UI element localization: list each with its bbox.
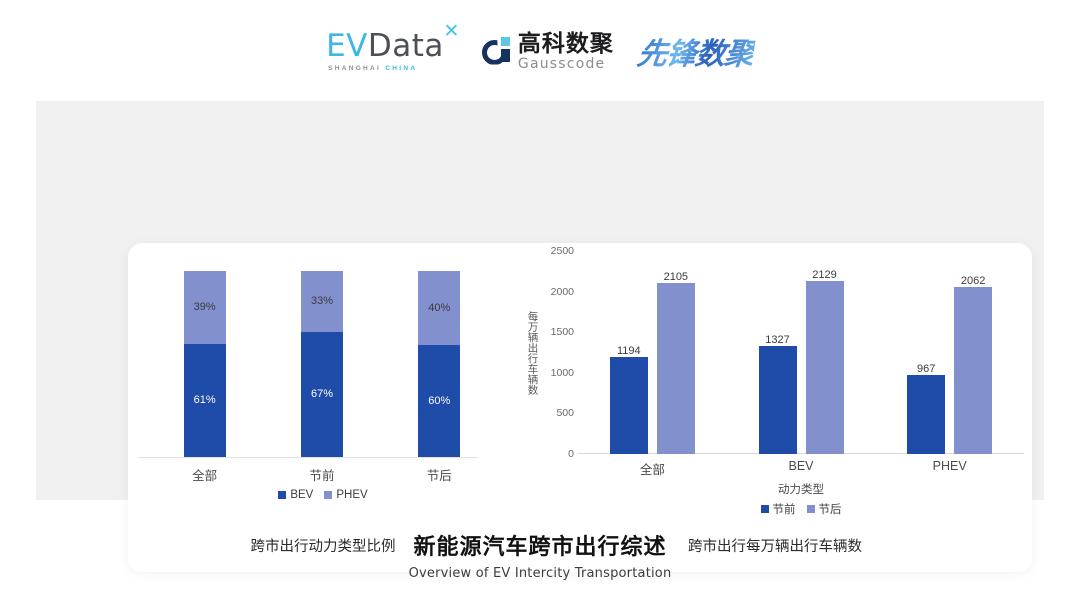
bar-group-phev: 967 2062 (875, 251, 1024, 454)
x-label-pre-holiday: 节前 (309, 469, 335, 483)
bar-group-bev: 1327 2129 (727, 251, 876, 454)
bar-post-phev (954, 286, 993, 454)
right-chart-bar-groups: 1194 2105 1327 (578, 251, 1024, 454)
bar-segment-bev: 61% (183, 343, 226, 457)
gausscode-text: 高科数聚 Gausscode (517, 29, 614, 72)
legend-label-bev: BEV (290, 489, 314, 501)
bar-wrap-post-all: 2105 (656, 251, 695, 454)
legend-item-phev: PHEV (324, 489, 368, 501)
chart-trips-per-10k: 每万辆出行车辆数 2500 2000 1500 1000 500 0 1194 (518, 243, 1032, 572)
bar-value-post-bev: 2129 (812, 269, 837, 282)
bar-wrap-post-phev: 2062 (954, 251, 993, 454)
stacked-bar-post-holiday: 40% 60% (418, 271, 461, 457)
stacked-bar-all: 39% 61% (183, 271, 226, 457)
bar-segment-phev: 33% (300, 271, 343, 333)
y-tick-2500: 2500 (550, 245, 574, 257)
legend-swatch-bev (278, 491, 287, 499)
y-tick-0: 0 (568, 448, 574, 460)
legend-item-post-holiday: 节后 (806, 501, 842, 517)
legend-swatch-post-holiday (806, 505, 815, 513)
left-chart-legend: BEV PHEV (128, 489, 518, 501)
bar-segment-bev: 67% (300, 332, 343, 457)
evdata-tagline: SHANGHAI CHINA (328, 65, 417, 72)
gausscode-accent-square (500, 36, 510, 46)
legend-swatch-pre-holiday (760, 505, 769, 513)
evdata-wordmark: EVData ✕ (326, 21, 459, 64)
bar-wrap-pre-phev: 967 (907, 251, 946, 454)
left-chart-bars: 39% 61% 33% 67% 40% 60% (146, 257, 498, 457)
gausscode-en-name: Gausscode (517, 55, 606, 72)
slide-title-cn: 新能源汽车跨市出行综述 (413, 534, 667, 559)
content-panel: 39% 61% 33% 67% 40% 60% (36, 101, 1044, 572)
x-label-all: 全部 (639, 463, 665, 477)
y-tick-2000: 2000 (550, 285, 574, 298)
right-chart-legend: 节前 节后 (578, 501, 1024, 517)
gausscode-dark-square (500, 48, 510, 62)
left-chart-plot-area: 39% 61% 33% 67% 40% 60% (146, 257, 498, 457)
bar-segment-phev: 39% (183, 271, 226, 344)
bar-post-all (656, 283, 695, 454)
evdata-logo: EVData ✕ SHANGHAI CHINA (326, 21, 459, 72)
legend-item-pre-holiday: 节前 (760, 501, 796, 517)
bar-post-bev (805, 281, 844, 454)
right-chart-axis-line (578, 453, 1024, 454)
legend-label-post-holiday: 节后 (818, 504, 842, 516)
slide-title-en: Overview of EV Intercity Transportation (408, 565, 672, 581)
x-label-post-holiday: 节后 (426, 469, 452, 483)
left-chart-x-labels: 全部 节前 节后 (146, 465, 498, 484)
gausscode-logo: 高科数聚 Gausscode (481, 29, 614, 72)
bar-value-pre-bev: 1327 (765, 334, 790, 347)
left-chart-caption: 跨市出行动力类型比例 (250, 539, 396, 555)
bar-segment-bev: 60% (418, 345, 461, 457)
bar-value-pre-all: 1194 (617, 344, 641, 357)
bar-segment-phev: 40% (418, 271, 461, 346)
bar-wrap-pre-bev: 1327 (758, 251, 797, 454)
evdata-tagline-country: CHINA (385, 64, 418, 72)
evdata-tagline-city: SHANGHAI (328, 64, 382, 72)
legend-swatch-phev (324, 491, 333, 499)
y-tick-1500: 1500 (550, 326, 574, 339)
right-chart-y-axis-title: 每万辆出行车辆数 (526, 311, 539, 395)
chart-powertrain-share: 39% 61% 33% 67% 40% 60% (128, 243, 518, 572)
right-chart-caption: 跨市出行每万辆出行车辆数 (688, 539, 862, 555)
bar-pre-bev (758, 346, 797, 454)
bar-wrap-pre-all: 1194 (609, 251, 648, 454)
gausscode-cn-name: 高科数聚 (517, 29, 614, 56)
bar-value-pre-phev: 967 (916, 363, 936, 376)
right-chart-y-ticks: 2500 2000 1500 1000 500 0 (540, 245, 574, 460)
legend-label-phev: PHEV (336, 489, 368, 501)
stacked-bar-pre-holiday: 33% 67% (300, 271, 343, 457)
evdata-data-text: Data (367, 27, 444, 64)
logo-bar: EVData ✕ SHANGHAI CHINA 高科数聚 Gausscode 先… (0, 21, 1080, 80)
bar-wrap-post-bev: 2129 (805, 251, 844, 454)
x-label-all: 全部 (192, 469, 218, 483)
bar-value-post-phev: 2062 (960, 274, 986, 287)
gausscode-mark-icon (481, 36, 511, 66)
evdata-ev-text: EV (326, 27, 368, 64)
bar-pre-all (609, 356, 648, 454)
slide-footer: 新能源汽车跨市出行综述 Overview of EV Intercity Tra… (0, 533, 1080, 581)
bar-group-all: 1194 2105 (578, 251, 727, 454)
bar-pre-phev (907, 375, 946, 454)
right-chart-x-axis-title: 动力类型 (778, 484, 824, 496)
legend-label-pre-holiday: 节前 (772, 504, 796, 516)
right-chart-x-labels: 全部 BEV PHEV (578, 459, 1024, 478)
charts-row: 39% 61% 33% 67% 40% 60% (128, 243, 1032, 572)
bar-value-post-all: 2105 (663, 271, 689, 284)
xianfeng-logo: 先锋数聚 (635, 29, 757, 73)
legend-item-bev: BEV (278, 489, 313, 501)
evdata-x-icon: ✕ (443, 19, 460, 42)
x-label-phev: PHEV (932, 459, 967, 473)
y-tick-1000: 1000 (550, 366, 574, 379)
right-chart-plot-area: 1194 2105 1327 (578, 251, 1024, 454)
x-label-bev: BEV (788, 459, 814, 473)
y-tick-500: 500 (556, 407, 574, 420)
left-chart-axis-line (138, 457, 478, 458)
charts-card: 39% 61% 33% 67% 40% 60% (128, 243, 1032, 572)
